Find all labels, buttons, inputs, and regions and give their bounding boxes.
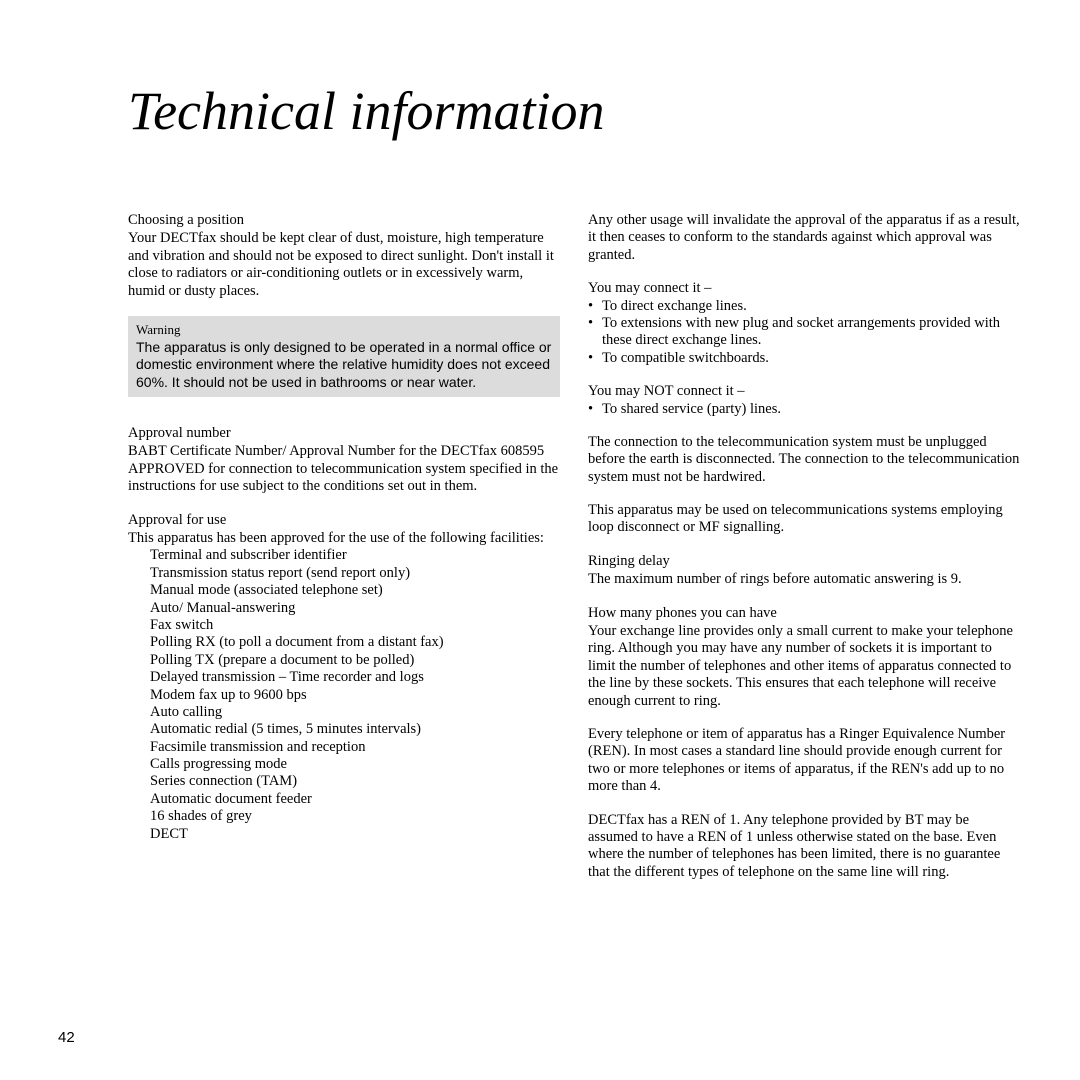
list-item: 16 shades of grey	[150, 808, 560, 825]
may-connect-list: To direct exchange lines. To extensions …	[588, 298, 1020, 368]
page-title: Technical information	[128, 80, 1020, 142]
phones-p3: DECTfax has a REN of 1. Any telephone pr…	[588, 812, 1020, 882]
columns: Choosing a position Your DECTfax should …	[128, 212, 1020, 897]
approval-use-heading: Approval for use	[128, 512, 560, 529]
approval-use-intro: This apparatus has been approved for the…	[128, 530, 560, 547]
list-item: Automatic redial (5 times, 5 minutes int…	[150, 721, 560, 738]
may-not-heading: You may NOT connect it –	[588, 383, 1020, 400]
list-item: Fax switch	[150, 617, 560, 634]
warning-box: Warning The apparatus is only designed t…	[128, 316, 560, 397]
list-item: To shared service (party) lines.	[588, 401, 1020, 418]
list-item: To direct exchange lines.	[588, 298, 1020, 315]
list-item: To extensions with new plug and socket a…	[588, 315, 1020, 350]
list-item: Auto/ Manual-answering	[150, 600, 560, 617]
phones-p1: Your exchange line provides only a small…	[588, 623, 1020, 710]
right-column: Any other usage will invalidate the appr…	[588, 212, 1020, 897]
ringing-heading: Ringing delay	[588, 553, 1020, 570]
may-not-list: To shared service (party) lines.	[588, 401, 1020, 418]
list-item: Transmission status report (send report …	[150, 565, 560, 582]
left-column: Choosing a position Your DECTfax should …	[128, 212, 560, 897]
list-item: Manual mode (associated telephone set)	[150, 582, 560, 599]
ringing-body: The maximum number of rings before autom…	[588, 571, 1020, 588]
list-item: Calls progressing mode	[150, 756, 560, 773]
facilities-list: Terminal and subscriber identifier Trans…	[128, 547, 560, 843]
page: Technical information Choosing a positio…	[0, 0, 1080, 1080]
phones-heading: How many phones you can have	[588, 605, 1020, 622]
list-item: Polling TX (prepare a document to be pol…	[150, 652, 560, 669]
phones-p2: Every telephone or item of apparatus has…	[588, 726, 1020, 796]
list-item: Polling RX (to poll a document from a di…	[150, 634, 560, 651]
loop-para: This apparatus may be used on telecommun…	[588, 502, 1020, 537]
warning-body: The apparatus is only designed to be ope…	[136, 339, 552, 392]
list-item: Automatic document feeder	[150, 791, 560, 808]
approval-number-body: BABT Certificate Number/ Approval Number…	[128, 443, 560, 495]
list-item: Modem fax up to 9600 bps	[150, 687, 560, 704]
page-number: 42	[58, 1029, 75, 1046]
list-item: Terminal and subscriber identifier	[150, 547, 560, 564]
approval-number-heading: Approval number	[128, 425, 560, 442]
connection-para: The connection to the telecommunication …	[588, 434, 1020, 486]
any-other-usage: Any other usage will invalidate the appr…	[588, 212, 1020, 264]
list-item: Facsimile transmission and reception	[150, 739, 560, 756]
warning-heading: Warning	[136, 322, 552, 338]
may-connect-heading: You may connect it –	[588, 280, 1020, 297]
list-item: Series connection (TAM)	[150, 773, 560, 790]
list-item: DECT	[150, 826, 560, 843]
list-item: To compatible switchboards.	[588, 350, 1020, 367]
list-item: Auto calling	[150, 704, 560, 721]
choosing-heading: Choosing a position	[128, 212, 560, 229]
choosing-body: Your DECTfax should be kept clear of dus…	[128, 230, 560, 300]
list-item: Delayed transmission – Time recorder and…	[150, 669, 560, 686]
